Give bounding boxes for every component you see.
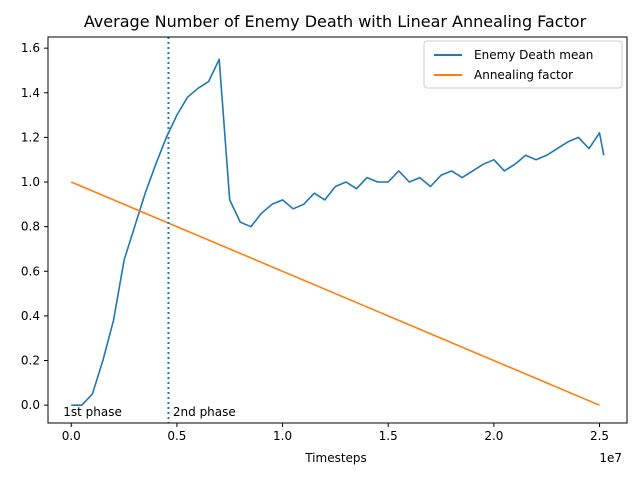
series-line-1	[71, 58, 605, 407]
y-tick-label: 0.0	[21, 398, 40, 412]
legend-box	[423, 40, 623, 89]
x-tick-label: 2.0	[484, 429, 503, 443]
annotations: 1st phase 2nd phase	[63, 405, 236, 419]
plot-area	[47, 36, 628, 424]
phase-annotation-2: 2nd phase	[173, 405, 236, 419]
y-tick-label: 1.4	[21, 86, 40, 100]
chart-title: Average Number of Enemy Death with Linea…	[84, 12, 587, 31]
x-tick-label: 0.0	[62, 429, 81, 443]
y-tick-label: 0.8	[21, 220, 40, 234]
y-tick-label: 0.2	[21, 354, 40, 368]
y-tick-label: 0.6	[21, 264, 40, 278]
phase-annotation-1: 1st phase	[63, 405, 122, 419]
x-tick-label: 2.5	[590, 429, 609, 443]
axes-frame	[47, 36, 628, 424]
x-axis-scale-label: 1e7	[599, 451, 622, 465]
y-tick-label: 1.0	[21, 175, 40, 189]
y-tick-label: 1.2	[21, 130, 40, 144]
x-axis-label: Timesteps	[304, 451, 367, 465]
series-line-2	[70, 181, 600, 406]
y-axis-ticks: 0.0 0.2 0.4 0.6 0.8 1.0 1.2 1.4 1.6	[21, 41, 48, 412]
y-tick-label: 1.6	[21, 41, 40, 55]
legend-label-series-2: Annealing factor	[474, 68, 573, 82]
x-tick-label: 1.0	[273, 429, 292, 443]
y-tick-label: 0.4	[21, 309, 40, 323]
series-layer	[70, 58, 605, 407]
x-axis-ticks: 0.0 0.5 1.0 1.5 2.0 2.5	[62, 423, 609, 443]
x-tick-label: 0.5	[167, 429, 186, 443]
legend: Enemy Death mean Annealing factor	[423, 40, 623, 89]
x-tick-label: 1.5	[379, 429, 398, 443]
legend-label-series-1: Enemy Death mean	[474, 48, 593, 62]
